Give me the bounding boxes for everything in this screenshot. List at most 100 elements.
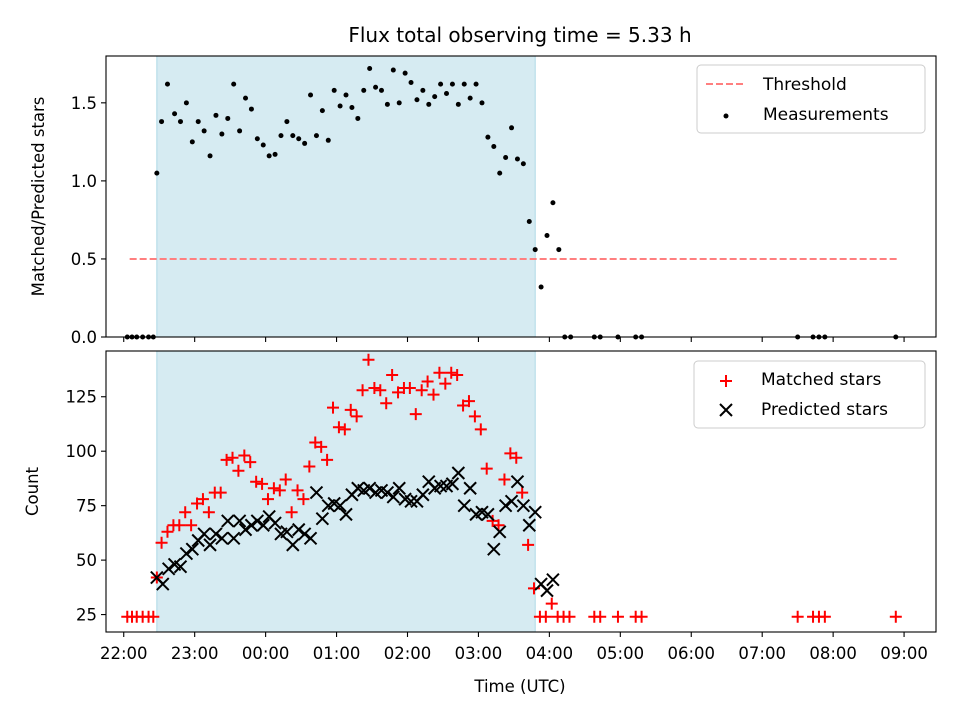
predicted-star-point <box>416 488 430 502</box>
measurement-point <box>538 284 544 290</box>
predicted-star-point <box>215 531 229 546</box>
measurement-point <box>509 125 515 131</box>
predicted-star-point <box>250 514 265 528</box>
predicted-star-point <box>197 527 211 541</box>
x-tick-label: 06:00 <box>667 644 715 663</box>
flux-ratio-y-axis-label: Matched/Predicted stars <box>29 97 48 297</box>
legend-predicted-label: Predicted stars <box>761 400 888 420</box>
matched-star-point <box>338 423 351 436</box>
matched-star-point <box>261 493 274 506</box>
measurement-point <box>325 137 331 143</box>
legend-predicted-swatch <box>719 403 733 417</box>
matched-star-point <box>386 368 399 381</box>
x-tick-label: 05:00 <box>597 644 645 663</box>
measurement-point <box>485 134 491 140</box>
matched-star-point <box>350 410 363 423</box>
measurement-point <box>290 133 296 139</box>
flux-ratio-observing-window <box>156 55 536 338</box>
matched-star-point <box>539 610 552 623</box>
measurement-point <box>384 101 390 107</box>
predicted-star-point <box>309 485 324 500</box>
matched-star-point <box>480 462 493 475</box>
measurement-point <box>183 100 189 106</box>
count-y-tick-label: 100 <box>66 442 98 461</box>
measurement-point <box>219 131 225 137</box>
measurement-point <box>337 103 343 109</box>
measurement-point <box>526 218 532 224</box>
matched-star-point <box>635 610 648 623</box>
flux-ratio-axes-frame <box>105 55 937 338</box>
predicted-star-point <box>232 514 247 528</box>
measurement-point <box>408 80 414 86</box>
measurement-point <box>213 112 219 118</box>
predicted-star-point <box>546 573 560 587</box>
measurement-point <box>497 170 503 176</box>
matched-star-point <box>327 401 340 414</box>
matched-star-point <box>791 610 804 623</box>
measurement-point <box>313 133 319 139</box>
count-window-shade <box>156 350 536 633</box>
matched-star-point <box>451 368 464 381</box>
matched-star-point <box>285 506 298 519</box>
x-tick-label: 22:00 <box>100 644 148 663</box>
matched-star-point <box>522 538 535 551</box>
predicted-star-point <box>238 522 253 537</box>
x-axis-label: Time (UTC) <box>473 677 565 696</box>
matched-star-point <box>380 397 393 410</box>
predicted-star-point <box>404 494 418 509</box>
predicted-star-point <box>209 527 223 541</box>
measurement-point <box>243 95 249 101</box>
matched-star-point <box>427 388 440 401</box>
flux-ratio-y-tick-label: 1.0 <box>71 172 97 191</box>
measurement-point <box>455 101 461 107</box>
predicted-star-point <box>226 531 241 546</box>
predicted-star-point <box>244 518 259 532</box>
measurement-point <box>355 115 361 121</box>
flux-ratio-y-tick-label: 1.5 <box>71 94 97 113</box>
matched-star-point <box>356 384 369 397</box>
count-y-tick-label: 25 <box>76 606 97 625</box>
predicted-star-point <box>516 498 531 513</box>
matched-star-point <box>516 486 529 499</box>
measurement-point <box>449 81 455 87</box>
matched-star-point <box>362 353 375 366</box>
legend-threshold-label: Threshold <box>762 75 847 95</box>
matched-star-point <box>273 484 286 497</box>
predicted-star-point <box>203 538 217 552</box>
matched-star-point <box>196 493 209 506</box>
x-tick-label: 07:00 <box>738 644 786 663</box>
measurement-point <box>514 156 520 162</box>
flux-ratio-y-tick-label: 0.5 <box>71 250 97 269</box>
measurement-point <box>473 81 479 87</box>
measurement-point <box>154 170 160 176</box>
count-y-tick-label: 75 <box>76 497 97 516</box>
measurement-point <box>302 140 308 146</box>
x-tick-label: 04:00 <box>526 644 574 663</box>
matched-star-point <box>173 519 186 532</box>
matched-star-point <box>256 477 269 490</box>
count-axes-frame <box>105 350 937 633</box>
matched-star-point <box>374 384 387 397</box>
matched-star-point <box>611 610 624 623</box>
flux-ratio-legend-box <box>696 64 926 134</box>
count-y-tick-label: 125 <box>66 388 98 407</box>
predicted-star-point <box>481 507 495 522</box>
matched-star-point <box>403 382 416 395</box>
x-tick-label: 03:00 <box>455 644 503 663</box>
measurement-point <box>479 100 485 106</box>
matched-star-point <box>433 366 446 379</box>
predicted-star-point <box>173 559 188 574</box>
predicted-star-point <box>185 542 200 556</box>
matched-star-point <box>468 410 481 423</box>
matched-star-point <box>267 482 280 495</box>
measurement-point <box>461 81 467 87</box>
matched-star-point <box>161 525 174 538</box>
predicted-star-point <box>268 516 282 530</box>
measurement-point <box>177 119 183 125</box>
measurement-point <box>444 90 450 96</box>
matched-star-point <box>147 610 160 623</box>
measurement-point <box>308 92 314 98</box>
measurement-point <box>284 119 290 125</box>
matched-star-point <box>462 395 475 408</box>
